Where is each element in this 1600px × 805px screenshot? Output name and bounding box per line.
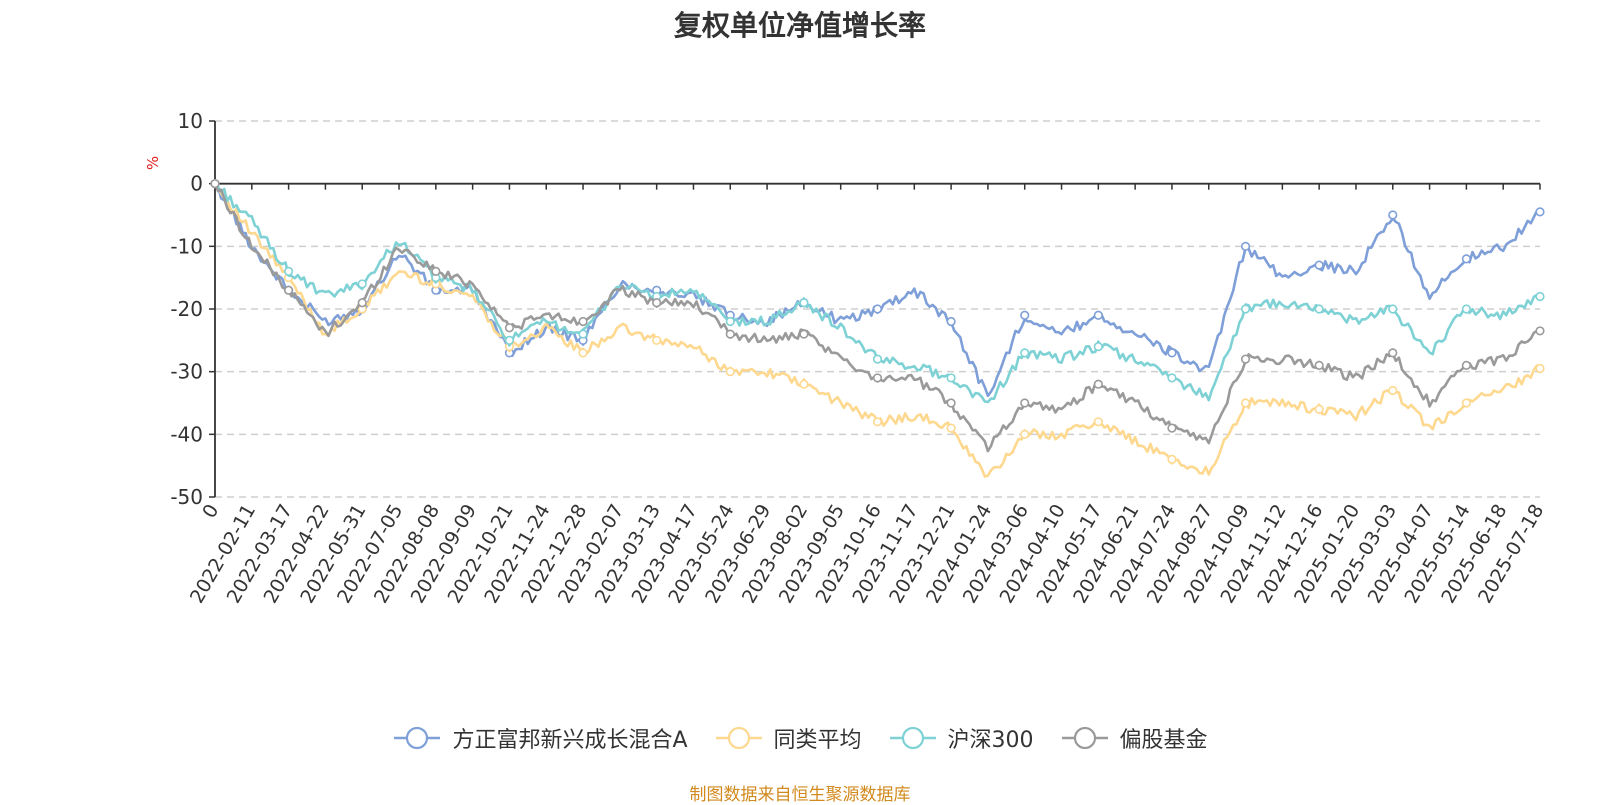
legend-item[interactable]: 偏股基金 <box>1060 722 1208 754</box>
data-point <box>1314 404 1324 414</box>
data-point <box>1240 398 1251 408</box>
y-axis-label: % <box>144 156 162 170</box>
data-point <box>1020 398 1030 408</box>
data-point <box>431 266 441 277</box>
chart-title: 复权单位净值增长率 <box>673 9 926 42</box>
data-point <box>578 329 588 339</box>
series-line <box>214 182 1541 478</box>
data-point <box>578 348 588 358</box>
legend-marker-icon <box>1061 726 1108 750</box>
y-tick-label: -40 <box>170 422 203 446</box>
y-tick-label: -50 <box>170 485 203 509</box>
data-point <box>872 373 883 383</box>
series-2 <box>210 179 1545 478</box>
data-point <box>1093 310 1103 320</box>
data-point <box>284 285 294 295</box>
data-point <box>1314 260 1324 270</box>
data-point <box>1461 360 1471 371</box>
y-tick-label: 10 <box>178 109 203 133</box>
data-point <box>284 266 294 277</box>
data-point <box>357 298 367 308</box>
legend-item[interactable]: 沪深300 <box>888 722 1034 754</box>
data-point <box>1240 241 1251 251</box>
legend-marker-icon <box>889 726 936 750</box>
x-tick-labels: 02022-02-112022-03-172022-04-222022-05-3… <box>186 183 1548 607</box>
data-point <box>1535 291 1545 302</box>
data-point <box>799 379 809 389</box>
data-point <box>1314 304 1324 314</box>
series-lines <box>210 179 1545 478</box>
data-point <box>1388 385 1398 396</box>
data-point <box>210 179 220 189</box>
data-point <box>725 329 735 339</box>
y-tick-label: 0 <box>190 172 203 196</box>
source-note: 制图数据来自恒生聚源数据库 <box>689 785 911 805</box>
data-point <box>872 354 883 364</box>
chart-legend: 方正富邦新兴成长混合A 同类平均 沪深300 偏股基金 <box>0 722 1600 754</box>
data-point <box>872 417 883 427</box>
data-point <box>799 329 809 339</box>
data-point <box>1461 254 1471 264</box>
series-3 <box>210 179 1545 404</box>
legend-label: 同类平均 <box>773 728 862 753</box>
x-tick-label: 0 <box>198 501 223 522</box>
data-point <box>1167 454 1177 465</box>
y-tick-label: -20 <box>170 297 203 321</box>
data-point <box>946 373 956 383</box>
data-point <box>1167 423 1177 433</box>
data-point <box>1020 310 1030 320</box>
data-point <box>1388 304 1398 314</box>
y-tick-label: -30 <box>170 360 203 384</box>
data-point <box>946 316 956 327</box>
series-line <box>214 182 1541 398</box>
data-point <box>872 304 883 314</box>
data-point <box>504 335 515 345</box>
legend-label: 偏股基金 <box>1119 728 1208 753</box>
data-point <box>1093 417 1103 427</box>
data-point <box>1093 379 1103 389</box>
data-point <box>946 398 956 408</box>
data-point <box>652 298 662 308</box>
data-point <box>1388 210 1398 220</box>
data-point <box>799 298 809 308</box>
legend-marker-icon <box>394 726 441 750</box>
data-point <box>1240 304 1251 314</box>
data-point <box>357 279 367 289</box>
data-point <box>1240 354 1251 364</box>
legend-item[interactable]: 方正富邦新兴成长混合A <box>392 722 688 754</box>
data-point <box>1093 342 1103 352</box>
y-tick-label: -10 <box>170 234 203 258</box>
data-point <box>1461 304 1471 314</box>
data-point <box>1535 326 1545 336</box>
legend-label: 方正富邦新兴成长混合A <box>452 728 688 753</box>
legend-item[interactable]: 同类平均 <box>714 722 862 754</box>
legend-label: 沪深300 <box>947 728 1034 753</box>
data-point <box>1020 429 1030 439</box>
data-point <box>1167 373 1177 383</box>
data-point <box>1461 398 1471 408</box>
data-point <box>1535 363 1545 374</box>
line-chart: 10 0 -10 -20 -30 -40 -50 02022-02-112022-03-17… <box>144 109 1548 607</box>
data-point <box>1388 348 1398 358</box>
data-point <box>1020 348 1030 358</box>
data-point <box>946 423 956 433</box>
data-point <box>725 367 735 377</box>
series-4 <box>210 179 1545 453</box>
data-point <box>1535 207 1545 217</box>
data-point <box>504 323 515 333</box>
data-point <box>1314 360 1324 371</box>
data-point <box>725 316 735 327</box>
data-point <box>578 316 588 327</box>
data-point <box>1167 348 1177 358</box>
data-point <box>652 335 662 345</box>
legend-marker-icon <box>715 726 762 750</box>
y-tick-labels: 10 0 -10 -20 -30 -40 -50 <box>170 109 215 509</box>
